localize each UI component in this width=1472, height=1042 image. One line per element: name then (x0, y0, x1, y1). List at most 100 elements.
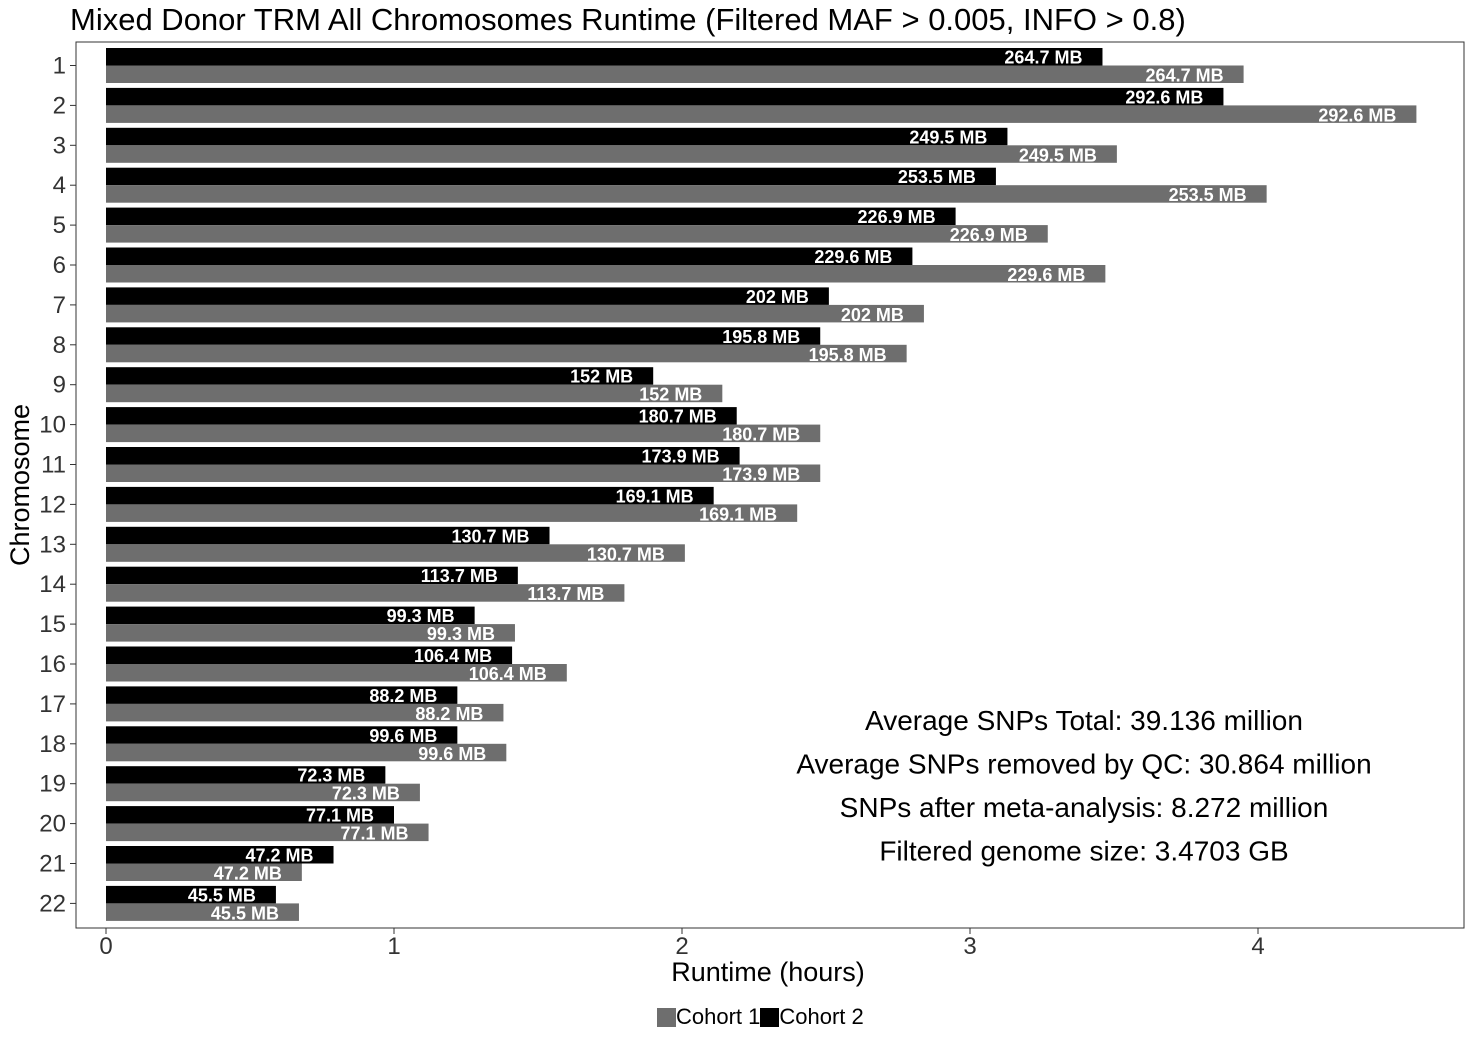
y-tick-label-21: 21 (39, 851, 66, 878)
bar-label-cohort-2-chr-18: 99.6 MB (369, 726, 437, 746)
bar-label-cohort-1-chr-19: 72.3 MB (332, 784, 400, 804)
bar-cohort-2-chr-20 (106, 806, 394, 824)
bar-cohort-1-chr-4 (106, 185, 1267, 203)
bar-label-cohort-2-chr-13: 130.7 MB (451, 526, 529, 546)
y-axis-title: Chromosome (5, 404, 35, 566)
bar-cohort-1-chr-19 (106, 783, 420, 802)
bar-cohort-1-chr-9 (106, 384, 723, 403)
y-tick-label-3: 3 (53, 132, 66, 159)
bar-cohort-1-chr-2 (106, 105, 1417, 123)
bar-cohort-1-chr-17 (106, 703, 504, 722)
x-tick-label-4: 4 (1251, 933, 1264, 960)
bar-cohort-2-chr-17 (106, 686, 458, 704)
bar-cohort-2-chr-5 (106, 207, 956, 226)
y-tick-label-8: 8 (53, 332, 66, 359)
bar-cohort-2-chr-13 (106, 526, 550, 545)
bar-cohort-1-chr-6 (106, 265, 1106, 283)
legend-item-cohort-2: Cohort 2 (760, 1004, 864, 1030)
bar-cohort-2-chr-6 (106, 247, 913, 265)
bar-cohort-1-chr-10 (106, 424, 821, 443)
bar-label-cohort-2-chr-12: 169.1 MB (616, 486, 694, 506)
x-tick-label-2: 2 (675, 933, 688, 960)
annotation-3: SNPs after meta-analysis: 8.272 million (840, 792, 1329, 823)
bar-label-cohort-1-chr-4: 253.5 MB (1169, 185, 1247, 205)
chart-title: Mixed Donor TRM All Chromosomes Runtime … (70, 2, 1186, 37)
y-tick-label-1: 1 (53, 53, 66, 80)
y-tick-label-6: 6 (53, 252, 66, 279)
bar-cohort-2-chr-7 (106, 287, 829, 305)
bar-label-cohort-1-chr-9: 152 MB (639, 385, 702, 405)
bar-cohort-1-chr-15 (106, 624, 515, 642)
bar-label-cohort-1-chr-16: 106.4 MB (469, 664, 547, 684)
bar-label-cohort-1-chr-5: 226.9 MB (950, 225, 1028, 245)
y-tick-label-17: 17 (39, 691, 66, 718)
bar-label-cohort-1-chr-3: 249.5 MB (1019, 145, 1097, 165)
y-tick-label-9: 9 (53, 372, 66, 399)
bar-cohort-1-chr-20 (106, 823, 429, 842)
bar-label-cohort-2-chr-4: 253.5 MB (898, 167, 976, 187)
bar-label-cohort-2-chr-1: 264.7 MB (1004, 48, 1082, 68)
bar-cohort-2-chr-18 (106, 726, 458, 744)
legend-label-cohort-1: Cohort 1 (676, 1004, 761, 1029)
bar-label-cohort-2-chr-5: 226.9 MB (858, 207, 936, 227)
y-tick-label-4: 4 (53, 172, 66, 199)
bar-label-cohort-2-chr-19: 72.3 MB (297, 766, 365, 786)
bar-label-cohort-1-chr-2: 292.6 MB (1318, 105, 1396, 125)
bar-label-cohort-2-chr-14: 113.7 MB (421, 566, 498, 586)
bar-label-cohort-2-chr-8: 195.8 MB (722, 327, 800, 347)
bar-cohort-2-chr-8 (106, 327, 821, 345)
y-tick-label-10: 10 (39, 412, 66, 439)
bar-cohort-2-chr-2 (106, 87, 1224, 106)
bar-cohort-1-chr-1 (106, 65, 1244, 83)
bar-label-cohort-1-chr-17: 88.2 MB (415, 704, 483, 724)
y-tick-label-19: 19 (39, 771, 66, 798)
bar-cohort-2-chr-22 (106, 885, 276, 904)
x-tick-label-3: 3 (963, 933, 976, 960)
bar-label-cohort-2-chr-10: 180.7 MB (639, 407, 717, 427)
legend-label-cohort-2: Cohort 2 (779, 1004, 864, 1029)
bar-cohort-1-chr-22 (106, 903, 299, 921)
bar-cohort-2-chr-3 (106, 127, 1008, 146)
x-axis: 0 1 2 3 4 (99, 928, 1265, 960)
bar-label-cohort-2-chr-3: 249.5 MB (909, 127, 987, 147)
bar-cohort-1-chr-18 (106, 743, 507, 762)
legend-swatch-cohort-2 (760, 1007, 780, 1027)
legend-item-cohort-1: Cohort 1 (657, 1004, 760, 1030)
y-tick-label-2: 2 (53, 92, 66, 119)
bar-label-cohort-1-chr-14: 113.7 MB (527, 584, 604, 604)
annotation-2: Average SNPs removed by QC: 30.864 milli… (796, 749, 1371, 780)
bar-cohort-1-chr-16 (106, 664, 567, 682)
bar-label-cohort-2-chr-11: 173.9 MB (642, 447, 720, 467)
bar-label-cohort-2-chr-7: 202 MB (746, 287, 809, 307)
bar-cohort-2-chr-1 (106, 48, 1103, 66)
bar-cohort-2-chr-11 (106, 447, 740, 465)
bar-cohort-2-chr-15 (106, 606, 475, 625)
bar-label-cohort-2-chr-20: 77.1 MB (306, 806, 374, 826)
y-tick-label-16: 16 (39, 651, 66, 678)
bar-label-cohort-1-chr-10: 180.7 MB (722, 425, 800, 445)
x-tick-label-1: 1 (387, 933, 400, 960)
y-tick-label-13: 13 (39, 531, 66, 558)
bar-cohort-2-chr-14 (106, 566, 518, 585)
bar-label-cohort-1-chr-11: 173.9 MB (722, 465, 800, 485)
bar-label-cohort-1-chr-22: 45.5 MB (211, 903, 279, 923)
bar-cohort-2-chr-16 (106, 646, 513, 664)
bar-cohort-1-chr-3 (106, 145, 1117, 163)
bar-label-cohort-1-chr-21: 47.2 MB (214, 864, 282, 884)
y-tick-label-20: 20 (39, 811, 66, 838)
bar-label-cohort-2-chr-16: 106.4 MB (414, 646, 492, 666)
bar-label-cohort-2-chr-9: 152 MB (570, 367, 633, 387)
bar-label-cohort-2-chr-6: 229.6 MB (814, 247, 892, 267)
bar-cohort-2-chr-10 (106, 407, 737, 425)
bar-label-cohort-1-chr-15: 99.3 MB (427, 624, 495, 644)
legend: Cohort 1 Cohort 2 (657, 1004, 864, 1030)
bar-label-cohort-1-chr-18: 99.6 MB (418, 744, 486, 764)
y-tick-label-14: 14 (39, 571, 66, 598)
bar-cohort-2-chr-19 (106, 766, 386, 784)
y-tick-label-5: 5 (53, 212, 66, 239)
bar-cohort-2-chr-9 (106, 367, 654, 385)
y-tick-label-18: 18 (39, 731, 66, 758)
bar-label-cohort-1-chr-8: 195.8 MB (809, 345, 887, 365)
